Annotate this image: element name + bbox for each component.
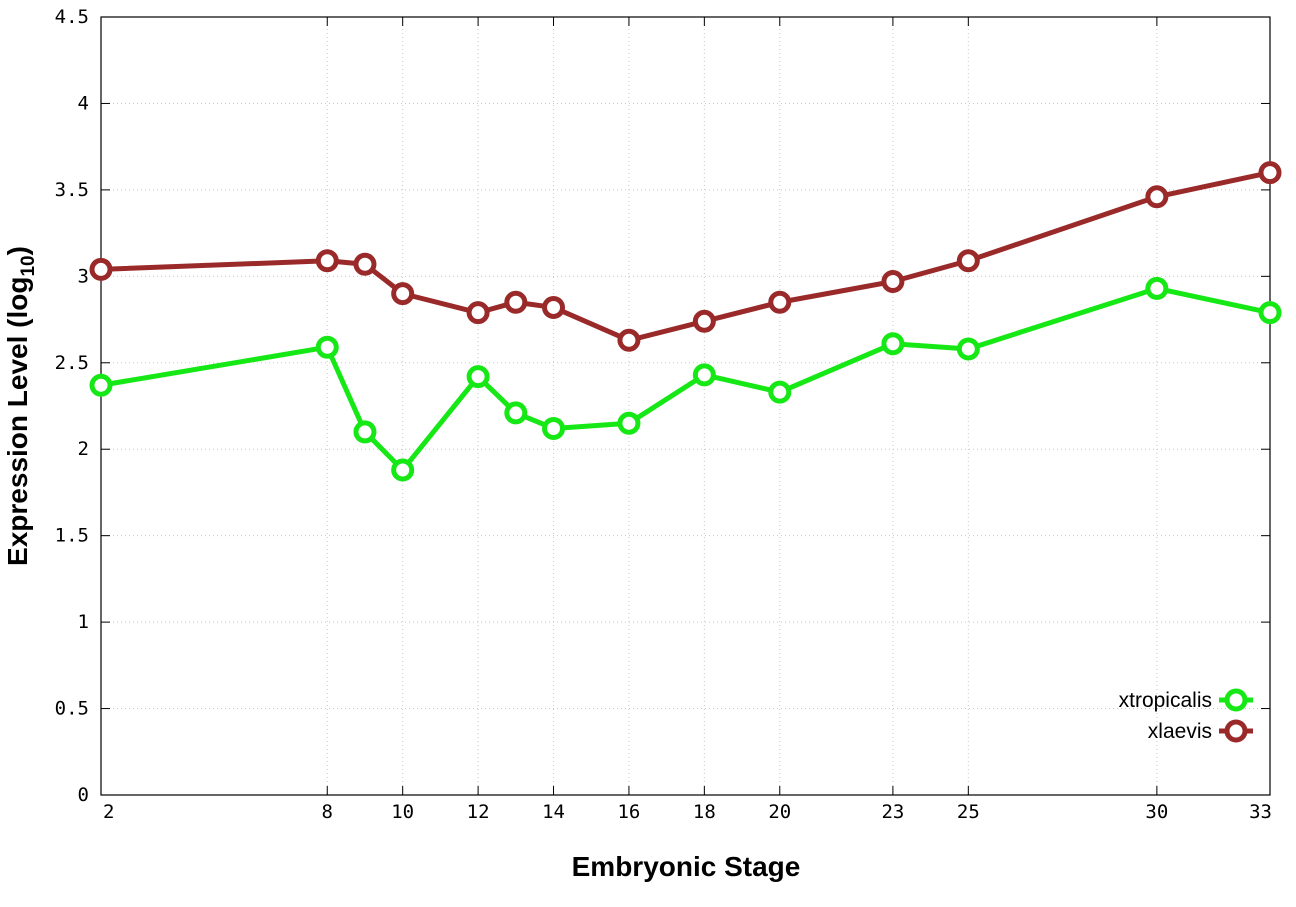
y-tick-label: 1.5 [55,525,89,547]
y-tick-label: 0.5 [55,698,89,720]
y-axis-title: Expression Level (log10) [2,246,39,566]
data-point-xtropicalis [466,365,490,389]
y-tick-label: 4.5 [55,6,89,28]
data-point-xlaevis [466,301,490,325]
data-point-xtropicalis [768,380,792,404]
data-point-xtropicalis [504,401,528,425]
legend-marker-xlaevis [1224,719,1248,743]
y-tick-label: 3.5 [55,179,89,201]
data-point-xtropicalis [617,411,641,435]
x-tick-label: 12 [467,801,490,823]
data-point-xtropicalis [1258,301,1282,325]
y-axis-title-close: ) [2,246,33,255]
x-tick-label: 30 [1145,801,1168,823]
data-point-xtropicalis [89,373,113,397]
x-tick-label: 23 [881,801,904,823]
x-tick-label: 20 [768,801,791,823]
x-tick-label: 33 [1249,801,1272,823]
legend: xtropicalis xlaevis [1119,688,1253,743]
y-tick-label: 2.5 [55,352,89,374]
data-point-xlaevis [1145,185,1169,209]
series-xtropicalis [89,276,1282,482]
x-tick-label: 18 [693,801,716,823]
y-tick-label: 1 [78,611,89,633]
y-axis-title-subscript: 10 [18,255,39,276]
y-axis-title-main: Expression Level (log [2,277,33,566]
data-point-xlaevis [881,270,905,294]
data-point-xtropicalis [956,337,980,361]
data-point-xlaevis [692,309,716,333]
legend-label-xlaevis: xlaevis [1148,720,1212,743]
data-point-xlaevis [956,249,980,273]
series-line-xtropicalis [100,285,1271,473]
data-point-xlaevis [504,290,528,314]
y-tick-label: 2 [78,438,89,460]
x-tick-label: 8 [322,801,333,823]
grid-lines [101,17,1270,795]
y-tick-label: 0 [78,784,89,806]
x-axis-title: Embryonic Stage [572,851,801,882]
data-point-xtropicalis [692,363,716,387]
x-tick-label: 16 [617,801,640,823]
data-point-xlaevis [391,282,415,306]
data-point-xtropicalis [315,335,339,359]
data-point-xlaevis [315,249,339,273]
data-point-xlaevis [542,295,566,319]
y-tick-label: 4 [78,92,89,114]
data-point-xtropicalis [1145,276,1169,300]
axis-ticks: 0 0.5 1 1.5 2 2.5 3 3.5 4 4.5 2 8 10 12 14 16 18 20 23 25 30… [55,6,1272,823]
data-point-xlaevis [89,257,113,281]
data-point-xlaevis [1258,161,1282,185]
data-point-xlaevis [617,328,641,352]
x-tick-label: 2 [103,801,114,823]
data-point-xlaevis [768,290,792,314]
data-point-xtropicalis [391,458,415,482]
x-tick-label: 10 [391,801,414,823]
legend-label-xtropicalis: xtropicalis [1119,689,1212,712]
data-point-xtropicalis [542,416,566,440]
data-point-xlaevis [353,252,377,276]
y-tick-label: 3 [78,265,89,287]
series-layer [89,161,1282,482]
series-line-xlaevis [100,170,1271,343]
x-tick-label: 14 [542,801,565,823]
data-point-xtropicalis [881,332,905,356]
data-point-xtropicalis [353,420,377,444]
x-tick-label: 25 [957,801,980,823]
series-xlaevis [89,161,1282,352]
legend-marker-xtropicalis [1224,688,1248,712]
plot-frame [100,16,1271,796]
